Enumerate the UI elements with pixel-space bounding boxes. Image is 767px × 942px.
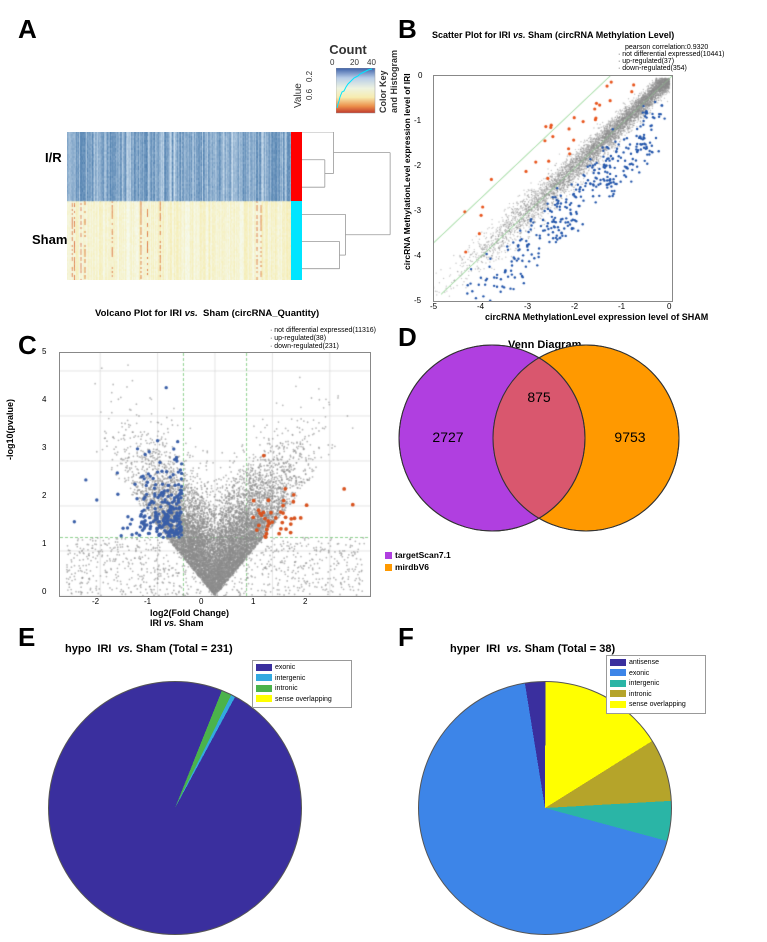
svg-text:9753: 9753 — [614, 429, 645, 445]
svg-text:875: 875 — [527, 389, 551, 405]
svg-text:2727: 2727 — [432, 429, 463, 445]
